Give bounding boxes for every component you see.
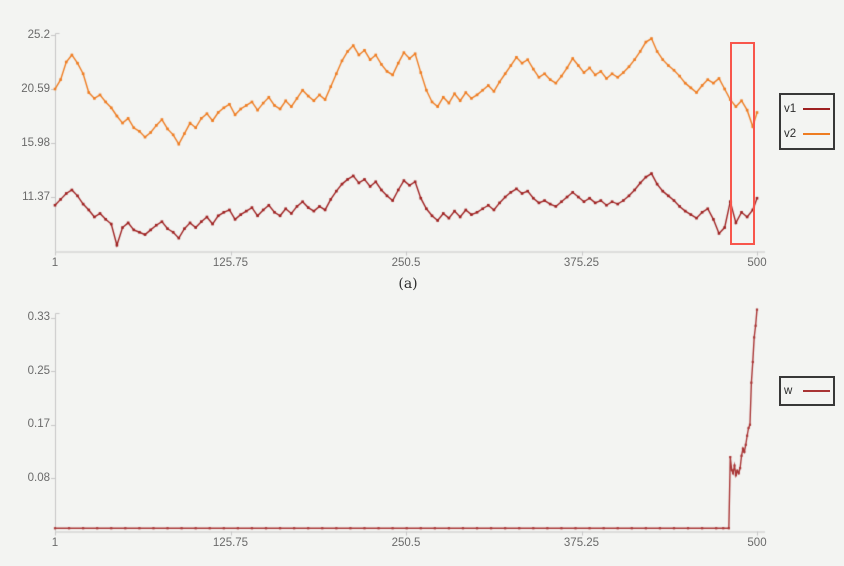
y-axis-tick-label: 0.17 [27,418,50,431]
x-axis-tick-label: 125.75 [212,537,249,549]
y-axis-tick-label: 0.25 [27,364,50,377]
y-axis-tick-label: 25.2 [27,28,50,41]
x-axis-tick-label: 250.5 [391,537,421,549]
legend-item-w: w [784,379,830,403]
y-axis-tick-label: 20.59 [21,82,50,95]
x-axis-tick-label: 375.25 [563,537,600,549]
highlight-rectangle [729,42,755,246]
x-axis-tick-label: 500 [747,537,767,549]
legend-label-v2: v2 [784,127,797,140]
y-axis-tick-label: 11.37 [22,190,50,203]
legend-line-swatch-v2 [803,132,830,135]
x-axis-tick-label: 375.25 [563,257,600,269]
legend-line-swatch-w [803,390,830,392]
x-axis-tick-label: 125.75 [212,257,249,269]
legend-label-w: w [784,385,793,397]
legend-line-swatch-v1 [803,107,830,110]
y-axis-tick-label: 15.98 [21,136,50,149]
subfigure-caption: (a) [398,276,418,292]
y-axis-tick-label: 0.33 [27,311,50,324]
legend-bottom-chart: w [779,376,835,406]
legend-item-v1: v1 [784,96,830,121]
legend-top-chart: v1 v2 [779,93,835,150]
x-axis-tick-label: 500 [747,257,767,269]
x-axis-tick-label: 1 [51,537,59,549]
x-axis-tick-label: 1 [51,257,59,269]
x-axis-tick-label: 250.5 [391,257,421,269]
legend-label-v1: v1 [784,102,797,115]
y-axis-tick-label: 0.08 [27,471,50,484]
legend-item-v2: v2 [784,121,830,146]
